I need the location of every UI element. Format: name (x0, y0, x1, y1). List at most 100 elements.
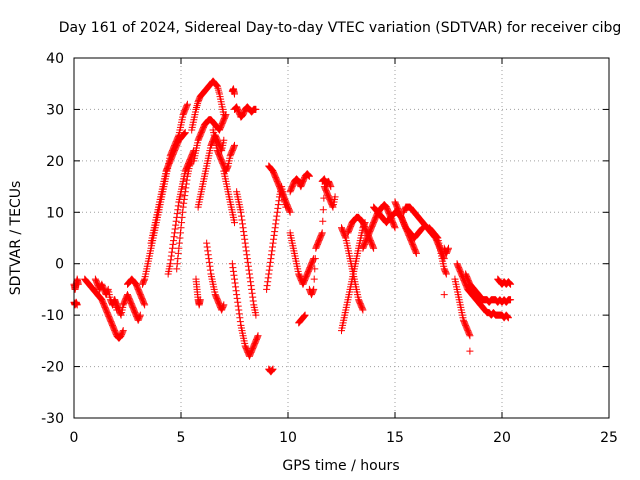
data-point (301, 311, 309, 319)
data-point (275, 197, 283, 205)
data-point (168, 244, 176, 252)
data-point (183, 100, 191, 108)
data-point (466, 347, 474, 355)
series-arc-2 (70, 298, 81, 309)
data-point (243, 251, 251, 259)
data-point (140, 276, 148, 284)
data-point (136, 311, 144, 319)
data-point (274, 204, 282, 212)
data-point (265, 266, 273, 274)
data-point (181, 129, 189, 137)
data-point (170, 233, 178, 241)
data-point (234, 302, 242, 310)
data-point (181, 129, 189, 137)
data-point (221, 112, 229, 120)
x-tick-label: 5 (177, 430, 186, 446)
data-point (230, 143, 238, 151)
data-point (170, 237, 178, 245)
data-point (182, 184, 190, 192)
data-point (504, 313, 512, 321)
data-point (167, 256, 175, 264)
data-point (104, 287, 112, 295)
data-point (268, 243, 276, 251)
data-point (245, 270, 253, 278)
data-point (318, 229, 326, 237)
data-point (270, 231, 278, 239)
data-point (205, 255, 213, 263)
data-point (182, 180, 190, 188)
data-point (229, 267, 237, 275)
data-point (232, 283, 240, 291)
data-point (301, 312, 309, 320)
data-point (219, 302, 227, 310)
data-point (249, 297, 257, 305)
data-point (286, 208, 294, 216)
series-arc-35 (391, 198, 427, 242)
data-point (173, 210, 181, 218)
data-point (183, 102, 191, 110)
data-point (466, 332, 474, 340)
series-arc-38 (440, 244, 452, 257)
data-point (203, 243, 211, 251)
data-point (412, 248, 420, 256)
data-point (252, 311, 260, 319)
data-point (204, 247, 212, 255)
series-arc-31 (338, 224, 367, 314)
y-tick-label: 30 (46, 102, 64, 118)
data-point (232, 287, 240, 295)
data-point (504, 314, 512, 322)
data-point (442, 269, 450, 277)
data-point (212, 81, 220, 89)
data-point (268, 247, 276, 255)
series-arc-27 (295, 311, 309, 327)
x-tick-label: 0 (70, 430, 79, 446)
data-point (442, 270, 450, 278)
data-point (174, 249, 182, 257)
data-point (174, 202, 182, 210)
y-tick-label: -10 (41, 308, 64, 324)
series-arc-10 (173, 157, 196, 273)
series-arc-26 (286, 170, 313, 196)
series-arc-14 (192, 275, 204, 309)
data-point (240, 228, 248, 236)
data-point (246, 274, 254, 282)
data-point (269, 239, 277, 247)
axis-ticks (73, 57, 610, 419)
data-point (229, 264, 237, 272)
data-point (169, 240, 177, 248)
data-point (204, 251, 212, 259)
data-point (268, 366, 276, 374)
data-point (180, 130, 188, 138)
series-arc-11 (188, 77, 228, 134)
data-point (264, 278, 272, 286)
data-point (267, 255, 275, 263)
data-point (243, 255, 251, 263)
data-point (193, 102, 201, 110)
data-point (171, 225, 179, 233)
data-point (177, 224, 185, 232)
series-arc-43 (466, 347, 474, 355)
data-point (224, 163, 232, 171)
data-point (274, 201, 282, 209)
plot-frame (73, 57, 610, 419)
data-point (174, 206, 182, 214)
data-point (267, 251, 275, 259)
data-point (305, 172, 313, 180)
series-arc-20 (231, 103, 260, 121)
data-point (241, 235, 249, 243)
data-point (119, 328, 127, 336)
x-tick-labels: 0 5 10 15 20 25 (70, 430, 618, 446)
series-arc-16 (209, 126, 238, 175)
data-point (220, 136, 228, 144)
data-point (236, 314, 244, 322)
data-point (230, 271, 238, 279)
data-point (311, 255, 319, 263)
series-arc-5 (109, 291, 144, 324)
series-arc-28 (305, 183, 339, 299)
data-point (179, 203, 187, 211)
x-tick-label: 10 (279, 430, 297, 446)
data-point (242, 247, 250, 255)
data-point (203, 239, 211, 247)
data-point (180, 199, 188, 207)
data-point (180, 195, 188, 203)
